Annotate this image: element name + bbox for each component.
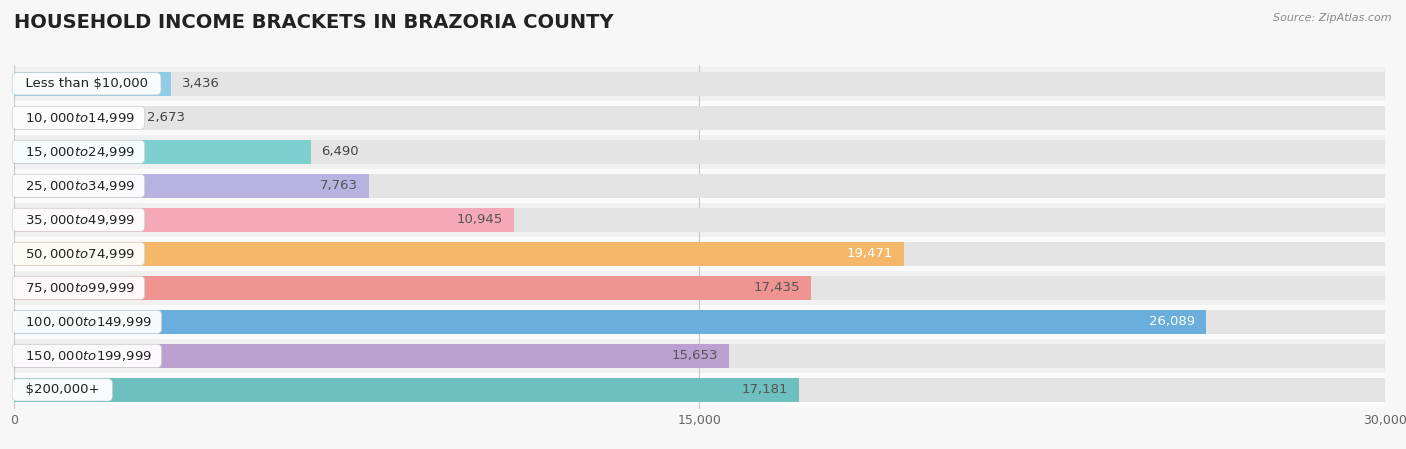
Bar bbox=[14, 207, 515, 232]
Bar bbox=[14, 140, 311, 164]
Bar bbox=[14, 174, 1385, 198]
Bar bbox=[14, 305, 1385, 339]
Bar bbox=[14, 67, 1385, 101]
Bar bbox=[14, 203, 1385, 237]
Text: Source: ZipAtlas.com: Source: ZipAtlas.com bbox=[1274, 13, 1392, 23]
Bar bbox=[14, 169, 1385, 203]
Bar bbox=[14, 310, 1206, 334]
Text: $15,000 to $24,999: $15,000 to $24,999 bbox=[17, 145, 141, 159]
Bar bbox=[14, 339, 1385, 373]
Text: 10,945: 10,945 bbox=[457, 213, 503, 226]
Text: 19,471: 19,471 bbox=[846, 247, 893, 260]
Bar bbox=[14, 276, 1385, 300]
Text: $50,000 to $74,999: $50,000 to $74,999 bbox=[17, 247, 141, 261]
Bar bbox=[14, 174, 368, 198]
Bar bbox=[14, 71, 1385, 96]
Bar bbox=[14, 310, 1385, 334]
Bar bbox=[14, 276, 811, 300]
Bar bbox=[14, 106, 136, 130]
Bar bbox=[14, 378, 1385, 402]
Bar bbox=[14, 378, 799, 402]
Text: 7,763: 7,763 bbox=[319, 179, 357, 192]
Text: $35,000 to $49,999: $35,000 to $49,999 bbox=[17, 213, 141, 227]
Bar bbox=[14, 106, 1385, 130]
Bar bbox=[14, 140, 1385, 164]
Text: $200,000+: $200,000+ bbox=[17, 383, 108, 396]
Text: 17,181: 17,181 bbox=[742, 383, 789, 396]
Text: $75,000 to $99,999: $75,000 to $99,999 bbox=[17, 281, 141, 295]
Bar bbox=[14, 271, 1385, 305]
Text: $150,000 to $199,999: $150,000 to $199,999 bbox=[17, 349, 157, 363]
Bar bbox=[14, 343, 1385, 368]
Text: $100,000 to $149,999: $100,000 to $149,999 bbox=[17, 315, 157, 329]
Bar bbox=[14, 237, 1385, 271]
Text: Less than $10,000: Less than $10,000 bbox=[17, 77, 156, 90]
Bar bbox=[14, 242, 1385, 266]
Bar bbox=[14, 373, 1385, 407]
Bar bbox=[14, 207, 1385, 232]
Text: 3,436: 3,436 bbox=[181, 77, 219, 90]
Text: 15,653: 15,653 bbox=[672, 349, 718, 362]
Text: $25,000 to $34,999: $25,000 to $34,999 bbox=[17, 179, 141, 193]
Bar bbox=[14, 71, 172, 96]
Text: 2,673: 2,673 bbox=[148, 111, 186, 124]
Bar bbox=[14, 101, 1385, 135]
Bar bbox=[14, 135, 1385, 169]
Text: HOUSEHOLD INCOME BRACKETS IN BRAZORIA COUNTY: HOUSEHOLD INCOME BRACKETS IN BRAZORIA CO… bbox=[14, 13, 613, 32]
Bar bbox=[14, 343, 730, 368]
Text: $10,000 to $14,999: $10,000 to $14,999 bbox=[17, 111, 141, 125]
Text: 6,490: 6,490 bbox=[322, 145, 359, 158]
Bar bbox=[14, 242, 904, 266]
Text: 26,089: 26,089 bbox=[1149, 315, 1195, 328]
Text: 17,435: 17,435 bbox=[754, 282, 800, 295]
